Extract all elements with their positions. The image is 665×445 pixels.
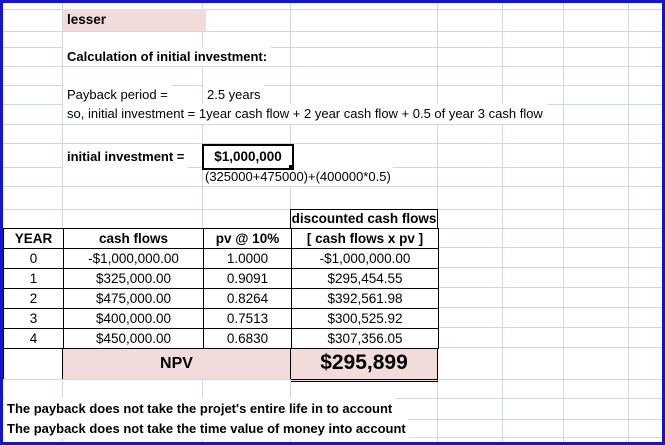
table-row: 1 $325,000.00 0.9091 $295,454.55 bbox=[3, 268, 439, 289]
npv-value-cell[interactable]: $295,899 bbox=[291, 348, 438, 382]
investment-explanation-cell[interactable]: so, initial investment = 1year cash flow… bbox=[63, 104, 547, 124]
header-cash-flows[interactable]: cash flows bbox=[63, 228, 204, 249]
cell-year[interactable]: 3 bbox=[3, 308, 64, 329]
cell-cash-flow[interactable]: $400,000.00 bbox=[63, 308, 204, 329]
table-header-row: YEAR cash flows pv @ 10% [ cash flows x … bbox=[3, 228, 439, 249]
npv-label-cell[interactable]: NPV bbox=[63, 348, 291, 379]
table-row: 4 $450,000.00 0.6830 $307,356.05 bbox=[3, 328, 439, 349]
cell-pv[interactable]: 0.9091 bbox=[203, 268, 292, 289]
cell-cash-flow[interactable]: $325,000.00 bbox=[63, 268, 204, 289]
cell-pv[interactable]: 0.7513 bbox=[203, 308, 292, 329]
cell-cash-flow[interactable]: $450,000.00 bbox=[63, 328, 204, 349]
cell-year[interactable]: 0 bbox=[3, 248, 64, 269]
payback-period-value-cell[interactable]: 2.5 years bbox=[203, 85, 265, 104]
cell-cash-flow[interactable]: $475,000.00 bbox=[63, 288, 204, 309]
selected-cell-initial-investment[interactable]: $1,000,000 bbox=[202, 144, 294, 170]
header-year[interactable]: YEAR bbox=[3, 228, 64, 249]
cell-cash-flow[interactable]: -$1,000,000.00 bbox=[63, 248, 204, 269]
calc-title-cell[interactable]: Calculation of initial investment: bbox=[63, 47, 272, 66]
footnote-time-value-cell[interactable]: The payback does not take the time value… bbox=[4, 419, 409, 439]
initial-investment-label-cell[interactable]: initial investment = bbox=[63, 144, 189, 170]
initial-investment-value: $1,000,000 bbox=[214, 149, 282, 164]
cell-discounted[interactable]: $307,356.05 bbox=[291, 328, 439, 349]
cell-discounted[interactable]: $392,561.98 bbox=[291, 288, 439, 309]
cash-flow-table: YEAR cash flows pv @ 10% [ cash flows x … bbox=[3, 228, 439, 349]
initial-investment-formula-cell[interactable]: (325000+475000)+(400000*0.5) bbox=[203, 167, 393, 186]
cell-discounted[interactable]: $300,525.92 bbox=[291, 308, 439, 329]
payback-period-label-cell[interactable]: Payback period = bbox=[63, 85, 172, 104]
fill-handle[interactable] bbox=[289, 165, 294, 170]
cell-discounted[interactable]: $295,454.55 bbox=[291, 268, 439, 289]
table-row: 2 $475,000.00 0.8264 $392,561.98 bbox=[3, 288, 439, 309]
cell-year[interactable]: 1 bbox=[3, 268, 64, 289]
cell-discounted[interactable]: -$1,000,000.00 bbox=[291, 248, 439, 269]
discounted-cash-flows-header-cell[interactable]: discounted cash flows bbox=[290, 209, 438, 229]
table-row: 3 $400,000.00 0.7513 $300,525.92 bbox=[3, 308, 439, 329]
footnote-payback-life-cell[interactable]: The payback does not take the projet's e… bbox=[4, 398, 396, 419]
cell-lesser[interactable]: lesser bbox=[63, 9, 206, 31]
npv-row-spacer-cell[interactable] bbox=[3, 348, 63, 379]
cell-pv[interactable]: 0.6830 bbox=[203, 328, 292, 349]
cell-pv[interactable]: 1.0000 bbox=[203, 248, 292, 269]
header-discounted[interactable]: [ cash flows x pv ] bbox=[291, 228, 439, 249]
header-pv[interactable]: pv @ 10% bbox=[203, 228, 292, 249]
cell-year[interactable]: 4 bbox=[3, 328, 64, 349]
table-row: 0 -$1,000,000.00 1.0000 -$1,000,000.00 bbox=[3, 248, 439, 269]
cell-pv[interactable]: 0.8264 bbox=[203, 288, 292, 309]
cell-year[interactable]: 2 bbox=[3, 288, 64, 309]
